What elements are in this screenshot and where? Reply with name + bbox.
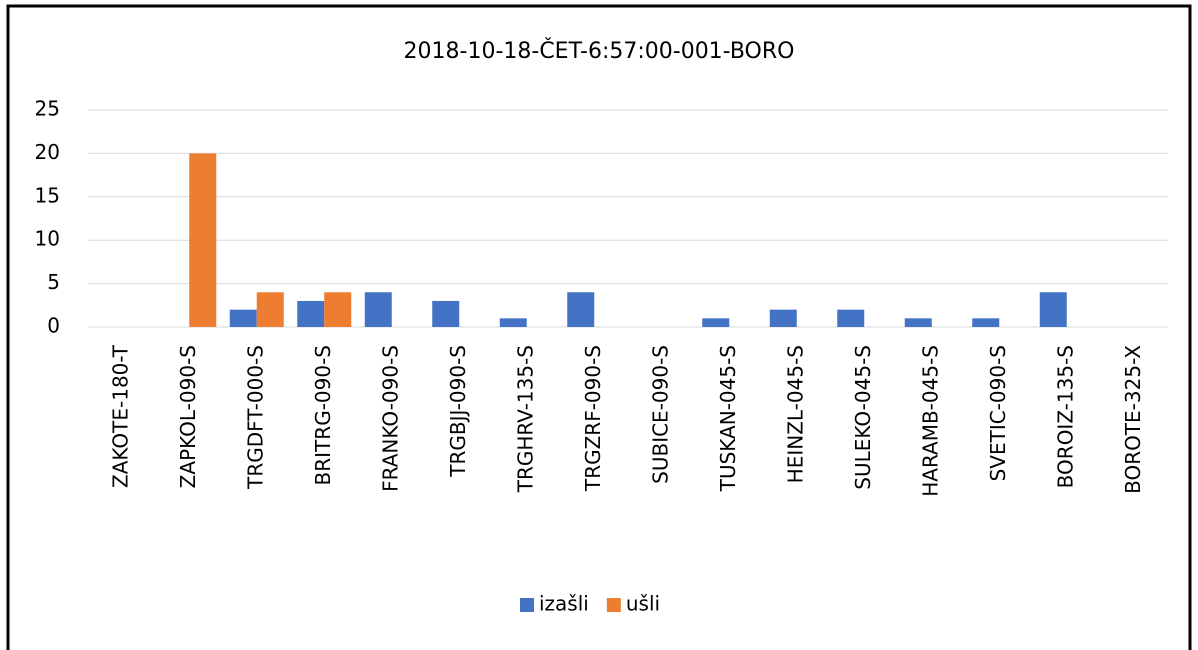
x-tick-label: HARAMB-045-S xyxy=(918,345,942,497)
x-tick-label: ZAPKOL-090-S xyxy=(176,345,200,488)
legend-swatch xyxy=(606,598,621,612)
x-tick-label: TRGHRV-135-S xyxy=(513,345,537,493)
bar xyxy=(256,292,284,327)
bar xyxy=(324,292,352,327)
x-tick-label: ZAKOTE-180-T xyxy=(108,344,132,488)
x-tick-label: SVETIC-090-S xyxy=(986,345,1010,481)
x-tick-label: TUSKAN-045-S xyxy=(716,345,740,492)
x-tick-label: TRGBJJ-090-S xyxy=(446,345,470,478)
bar xyxy=(364,292,392,327)
bar xyxy=(769,309,797,327)
x-tick-label: HEINZL-045-S xyxy=(783,345,807,483)
bar xyxy=(837,309,865,327)
y-tick-label: 15 xyxy=(35,183,60,207)
bar xyxy=(972,318,1000,327)
x-tick-label: FRANKO-090-S xyxy=(378,345,402,492)
y-tick-label: 10 xyxy=(35,227,60,251)
bar xyxy=(189,153,217,327)
bar xyxy=(1039,292,1067,327)
chart-title: 2018-10-18-ČET-6:57:00-001-BORO xyxy=(404,38,795,64)
bar xyxy=(702,318,730,327)
x-tick-label: BRITRG-090-S xyxy=(311,345,335,485)
bar xyxy=(567,292,595,327)
x-tick-label: BOROTE-325-X xyxy=(1121,345,1145,494)
legend-label: ušli xyxy=(626,592,660,616)
x-tick-label: BOROIZ-135-S xyxy=(1053,345,1077,488)
y-tick-label: 25 xyxy=(35,97,60,121)
frame xyxy=(6,4,1192,650)
y-tick-label: 0 xyxy=(47,314,60,338)
bar xyxy=(297,300,325,327)
legend-label: izašli xyxy=(539,592,589,616)
x-tick-label: SULEKO-045-S xyxy=(851,345,875,490)
y-tick-label: 5 xyxy=(47,270,60,294)
legend-swatch xyxy=(520,598,534,612)
bar xyxy=(432,300,460,327)
bar xyxy=(499,318,527,327)
bar xyxy=(904,318,932,327)
x-tick-label: TRGDFT-000-S xyxy=(243,345,267,490)
x-tick-label: TRGZRF-090-S xyxy=(581,345,605,492)
x-tick-label: SUBICE-090-S xyxy=(648,345,672,484)
bar xyxy=(229,309,257,327)
y-tick-label: 20 xyxy=(35,140,60,164)
